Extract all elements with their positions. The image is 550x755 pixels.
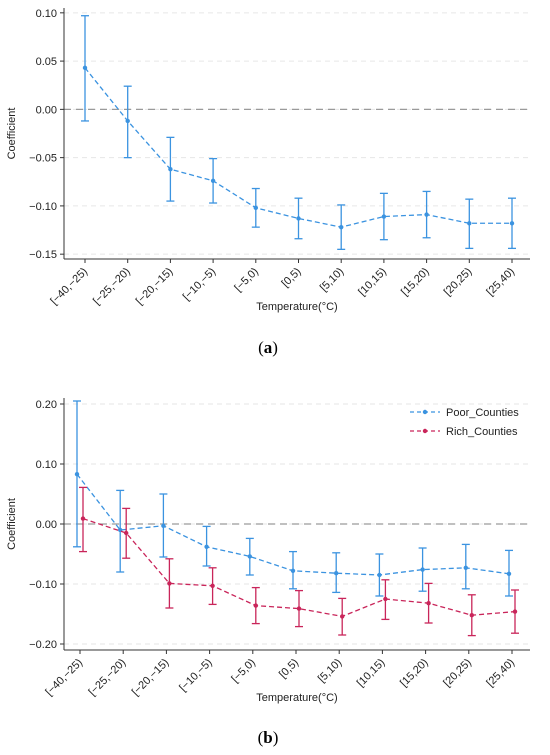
x-tick-label: [10,15) (356, 266, 389, 299)
data-point (426, 601, 431, 606)
x-tick-label: [10,15) (355, 657, 388, 690)
data-point (124, 530, 129, 536)
data-point (204, 544, 209, 549)
data-point (512, 609, 518, 614)
x-tick-label: [−25,−20) (87, 657, 129, 699)
data-point (377, 572, 382, 578)
legend-label: Poor_Counties (446, 407, 519, 419)
x-tick-label: [0,5) (277, 657, 301, 681)
y-tick-label: 0.05 (36, 56, 57, 68)
x-tick-label: [5,10) (318, 266, 346, 294)
x-tick-label: [−10,−5) (177, 657, 214, 694)
y-tick-label: −0.15 (29, 249, 57, 261)
x-axis-title: Temperature(°C) (256, 301, 337, 313)
y-tick-label: 0.00 (36, 519, 57, 531)
y-tick-label: −0.10 (29, 201, 57, 213)
x-tick-label: [−40,−25) (48, 266, 90, 308)
data-point (125, 118, 130, 124)
data-point (210, 583, 215, 588)
panel-b-chart: 0.20 0.10 0.00 −0.10 −0.20 [−40,−25) [−25,−20)… (6, 398, 530, 704)
data-point (167, 581, 172, 586)
legend-marker (422, 409, 428, 415)
data-point (463, 565, 468, 570)
x-tick-label: [25,40) (484, 657, 517, 690)
data-point (161, 523, 166, 528)
panel-a-chart: 0.10 0.05 0.00 −0.05 −0.10 −0.15 [−40,−25) [−25… (6, 8, 530, 313)
data-point (509, 221, 515, 226)
x-tick-label: [−20,−15) (130, 657, 172, 699)
data-point (210, 178, 216, 184)
x-axis-title: Temperature(°C) (256, 692, 337, 704)
y-tick-label: −0.10 (29, 579, 57, 591)
data-point (253, 205, 258, 211)
x-tick-label: [15,20) (399, 266, 432, 299)
data-point (340, 614, 345, 619)
y-axis-title: Coefficient (6, 498, 18, 550)
data-point (247, 554, 252, 559)
data-point (296, 606, 302, 611)
legend-label: Rich_Counties (446, 426, 518, 438)
data-point (381, 214, 387, 219)
x-tick-label: [−40,−25) (43, 657, 85, 699)
data-point (80, 516, 86, 521)
data-point (467, 221, 472, 226)
x-tick-label: [20,25) (441, 657, 474, 690)
data-point (424, 212, 429, 217)
panel-a-caption: (a) (258, 338, 278, 357)
series-line (84, 67, 512, 228)
x-tick-label: [−10,−5) (181, 266, 218, 303)
x-tick-label: [−25,−20) (91, 266, 133, 308)
y-tick-label: −0.05 (29, 153, 57, 165)
y-tick-label: 0.00 (36, 104, 57, 116)
data-point (290, 568, 296, 573)
data-point (82, 65, 88, 71)
legend-marker (422, 428, 428, 434)
y-tick-label: −0.20 (29, 639, 57, 651)
x-tick-label: [15,20) (398, 657, 431, 690)
x-tick-label: [0,5) (280, 266, 304, 290)
x-tick-label: [5,10) (316, 657, 344, 685)
series-line (82, 517, 516, 618)
data-point (383, 596, 388, 602)
y-tick-label: 0.10 (36, 8, 57, 20)
y-axis-title: Coefficient (6, 108, 18, 160)
x-tick-label: [−5,0) (229, 657, 258, 686)
x-tick-label: [−5,0) (232, 266, 261, 295)
y-tick-label: 0.10 (36, 459, 57, 471)
y-tick-label: 0.20 (36, 399, 57, 411)
data-point (74, 472, 80, 477)
data-point (334, 571, 339, 576)
x-tick-label: [−20,−15) (134, 266, 176, 308)
data-point (506, 571, 512, 576)
x-tick-label: [25,40) (484, 266, 517, 299)
data-point (168, 167, 173, 172)
data-point (339, 224, 344, 230)
data-point (253, 603, 258, 608)
x-tick-label: [20,25) (442, 266, 475, 299)
data-point (469, 613, 474, 618)
panel-b-caption: (b) (258, 728, 279, 747)
data-point (420, 567, 425, 572)
data-point (296, 216, 301, 221)
